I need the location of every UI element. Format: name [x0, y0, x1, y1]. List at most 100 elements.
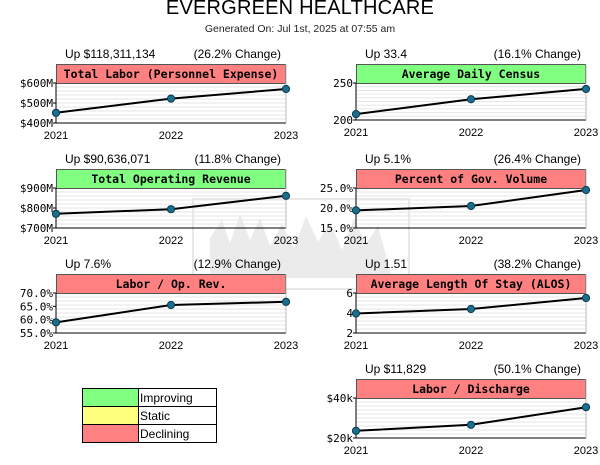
chart-data-point	[281, 297, 291, 306]
legend-item-declining: Declining	[82, 424, 217, 443]
chart-panel-3: Up $90,636,071 (11.8% Change) Total Operat…	[20, 152, 298, 247]
chart-title: Labor / Discharge	[412, 382, 530, 396]
chart-summary-change: Up $90,636,071	[65, 152, 151, 166]
chart-y-tick-label: $40k	[327, 392, 354, 405]
chart-data-point	[51, 209, 61, 218]
chart-x-tick-label: 2023	[574, 235, 598, 247]
chart-x-tick-label: 2023	[574, 445, 598, 457]
chart-summary-percent: (26.4% Change)	[494, 152, 581, 166]
chart-x-tick-label: 2021	[44, 130, 68, 142]
chart-y-tick-label: 15.0%	[320, 222, 353, 235]
legend-swatch-declining	[82, 424, 139, 443]
chart-summary-percent: (11.8% Change)	[195, 152, 282, 166]
chart-x-tick-label: 2021	[344, 340, 368, 352]
legend-swatch-static	[82, 406, 139, 425]
chart-data-point	[466, 420, 476, 429]
chart-summary-percent: (16.1% Change)	[494, 47, 581, 61]
chart-title: Percent of Gov. Volume	[395, 172, 547, 186]
chart-data-point	[466, 95, 476, 104]
chart-y-tick-label: 70.0%	[20, 287, 53, 300]
chart-data-point	[581, 84, 591, 94]
chart-summary-change: Up 33.4	[365, 47, 407, 61]
chart-data-point	[281, 84, 291, 94]
chart-y-tick-label: 25.0%	[320, 182, 353, 195]
chart-y-tick-label: $400M	[20, 117, 53, 130]
chart-title: Labor / Op. Rev.	[116, 277, 227, 291]
chart-summary-change: Up 5.1%	[365, 152, 411, 166]
chart-data-point	[166, 300, 176, 310]
chart-data-point	[466, 304, 476, 314]
chart-y-tick-label: 65.0%	[20, 300, 53, 313]
chart-x-tick-label: 2021	[44, 340, 68, 352]
chart-data-point	[581, 293, 591, 303]
chart-data-point	[351, 109, 361, 119]
chart-y-tick-label: $600M	[20, 77, 53, 90]
chart-y-tick-label: 4	[346, 307, 353, 320]
chart-x-tick-label: 2023	[274, 130, 298, 142]
chart-x-tick-label: 2021	[344, 235, 368, 247]
chart-panel-5: Up 7.6% (12.9% Change) Labor / Op. Rev. 55.…	[20, 257, 298, 352]
chart-data-point	[351, 426, 361, 435]
legend-item-static: Static	[82, 406, 217, 425]
chart-y-tick-label: $500M	[20, 97, 53, 110]
chart-y-tick-label: 250	[333, 77, 353, 90]
chart-x-tick-label: 2022	[459, 235, 483, 247]
chart-x-tick-label: 2022	[459, 340, 483, 352]
chart-summary-change: Up $11,829	[365, 362, 426, 376]
chart-x-tick-label: 2023	[274, 340, 298, 352]
chart-y-tick-label: $700M	[20, 222, 53, 235]
chart-y-tick-label: 200	[333, 114, 353, 127]
chart-data-point	[51, 318, 61, 327]
chart-y-tick-label: 55.0%	[20, 327, 53, 340]
chart-y-tick-label: 20.0%	[320, 202, 353, 215]
chart-title: Total Operating Revenue	[91, 172, 250, 186]
chart-summary-percent: (38.2% Change)	[494, 257, 581, 271]
chart-x-tick-label: 2021	[344, 127, 368, 139]
chart-summary-change: Up $118,311,134	[65, 47, 156, 61]
chart-panel-7: Up $11,829 (50.1% Change) Labor / Discharg…	[327, 362, 599, 457]
chart-data-point	[51, 108, 61, 117]
chart-panel-2: Up 33.4 (16.1% Change) Average Daily Censu…	[333, 47, 598, 139]
chart-x-tick-label: 2023	[574, 340, 598, 352]
chart-data-point	[281, 191, 291, 200]
chart-x-tick-label: 2023	[274, 235, 298, 247]
chart-y-tick-label: 6	[346, 287, 353, 300]
chart-y-tick-label: $900M	[20, 182, 53, 195]
chart-data-point	[166, 205, 176, 214]
chart-panel-4: Up 5.1% (26.4% Change) Percent of Gov. Vol…	[320, 152, 598, 247]
chart-x-tick-label: 2023	[574, 127, 598, 139]
chart-y-tick-label: $20k	[327, 432, 354, 445]
chart-x-tick-label: 2022	[459, 127, 483, 139]
chart-title: Total Labor (Personnel Expense)	[64, 67, 279, 81]
chart-data-point	[581, 403, 591, 412]
chart-data-point	[466, 201, 476, 211]
chart-data-point	[166, 94, 176, 103]
chart-y-tick-label: $800M	[20, 202, 53, 215]
chart-x-tick-label: 2022	[459, 445, 483, 457]
chart-data-point	[581, 185, 591, 195]
chart-x-tick-label: 2022	[159, 130, 183, 142]
chart-x-tick-label: 2022	[159, 340, 183, 352]
generated-timestamp: Generated On: Jul 1st, 2025 at 07:55 am	[204, 23, 396, 35]
chart-summary-change: Up 1.51	[365, 257, 407, 271]
legend-label-declining: Declining	[138, 424, 217, 443]
chart-summary-percent: (26.2% Change)	[194, 47, 281, 61]
chart-summary-percent: (12.9% Change)	[194, 257, 281, 271]
chart-x-tick-label: 2022	[159, 235, 183, 247]
chart-x-tick-label: 2021	[44, 235, 68, 247]
chart-summary-change: Up 7.6%	[65, 257, 111, 271]
watermark-logo	[192, 198, 410, 290]
chart-title: Average Daily Census	[402, 67, 540, 81]
chart-summary-percent: (50.1% Change)	[494, 362, 581, 376]
chart-panel-6: Up 1.51 (38.2% Change) Average Length Of S…	[344, 257, 598, 352]
chart-y-tick-label: 60.0%	[20, 314, 53, 327]
chart-data-point	[351, 206, 361, 215]
legend-label-improving: Improving	[138, 388, 217, 407]
chart-title: Average Length Of Stay (ALOS)	[371, 277, 572, 291]
chart-x-tick-label: 2021	[344, 445, 368, 457]
legend-item-improving: Improving	[82, 388, 217, 407]
legend: Improving Static Declining	[82, 388, 217, 443]
chart-y-tick-label: 2	[346, 327, 353, 340]
chart-panel-1: Up $118,311,134 (26.2% Change) Total Labor…	[20, 47, 298, 142]
legend-swatch-improving	[82, 388, 139, 407]
